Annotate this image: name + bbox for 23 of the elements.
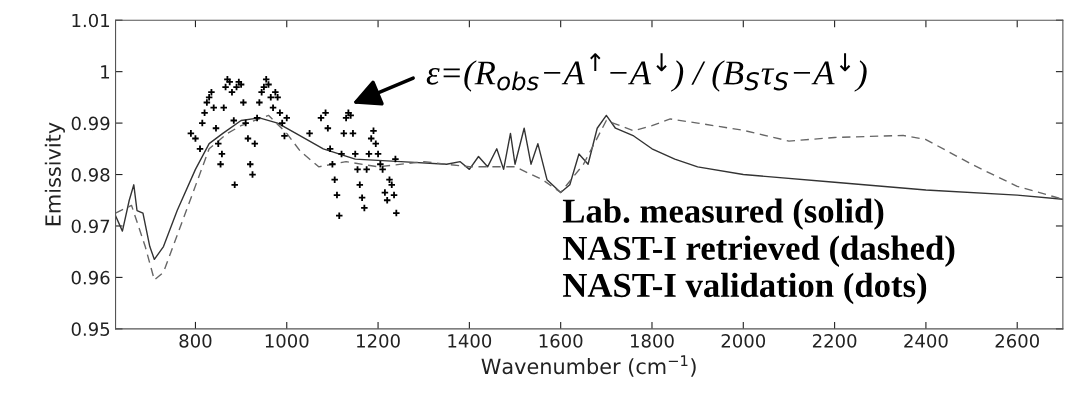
x-axis-title: Wavenumber (cm$^{−1}$) [481,355,696,377]
x-tick-label: 1400 [448,334,492,348]
y-tick-label: 0.95 [71,322,110,336]
x-tick-label: 2600 [995,334,1039,348]
y-tick-label: 0.96 [71,270,110,285]
annotation: NAST-I validation (dots) [562,272,927,305]
x-tick-label: 1200 [357,334,400,348]
annotation: NAST-I retrieved (dashed) [562,235,955,268]
y-axis-title: Emissivity [44,122,65,226]
x-tick-label: 2000 [721,334,766,348]
y-tick-label: 0.99 [71,116,110,131]
y-tick-label: 0.97 [71,219,110,234]
y-tick-label: 1.01 [72,13,110,28]
text: ε=(R$_{obs}$−A$^{↑}$−A$^{↓}$) / (B$_{S}$τ$_{S}$−A$^{↓}$) [426,53,867,92]
x-tick-label: 1000 [265,334,309,348]
x-tick-label: 2400 [904,334,948,348]
x-tick-label: 2200 [812,334,857,348]
y-tick-label: 1 [101,65,110,79]
x-tick-label: 800 [179,334,212,348]
x-tick-label: 1600 [539,334,583,348]
annotation: Lab. measured (solid) [562,198,884,230]
y-tick-label: 0.98 [71,167,110,182]
x-tick-label: 1800 [630,334,674,348]
